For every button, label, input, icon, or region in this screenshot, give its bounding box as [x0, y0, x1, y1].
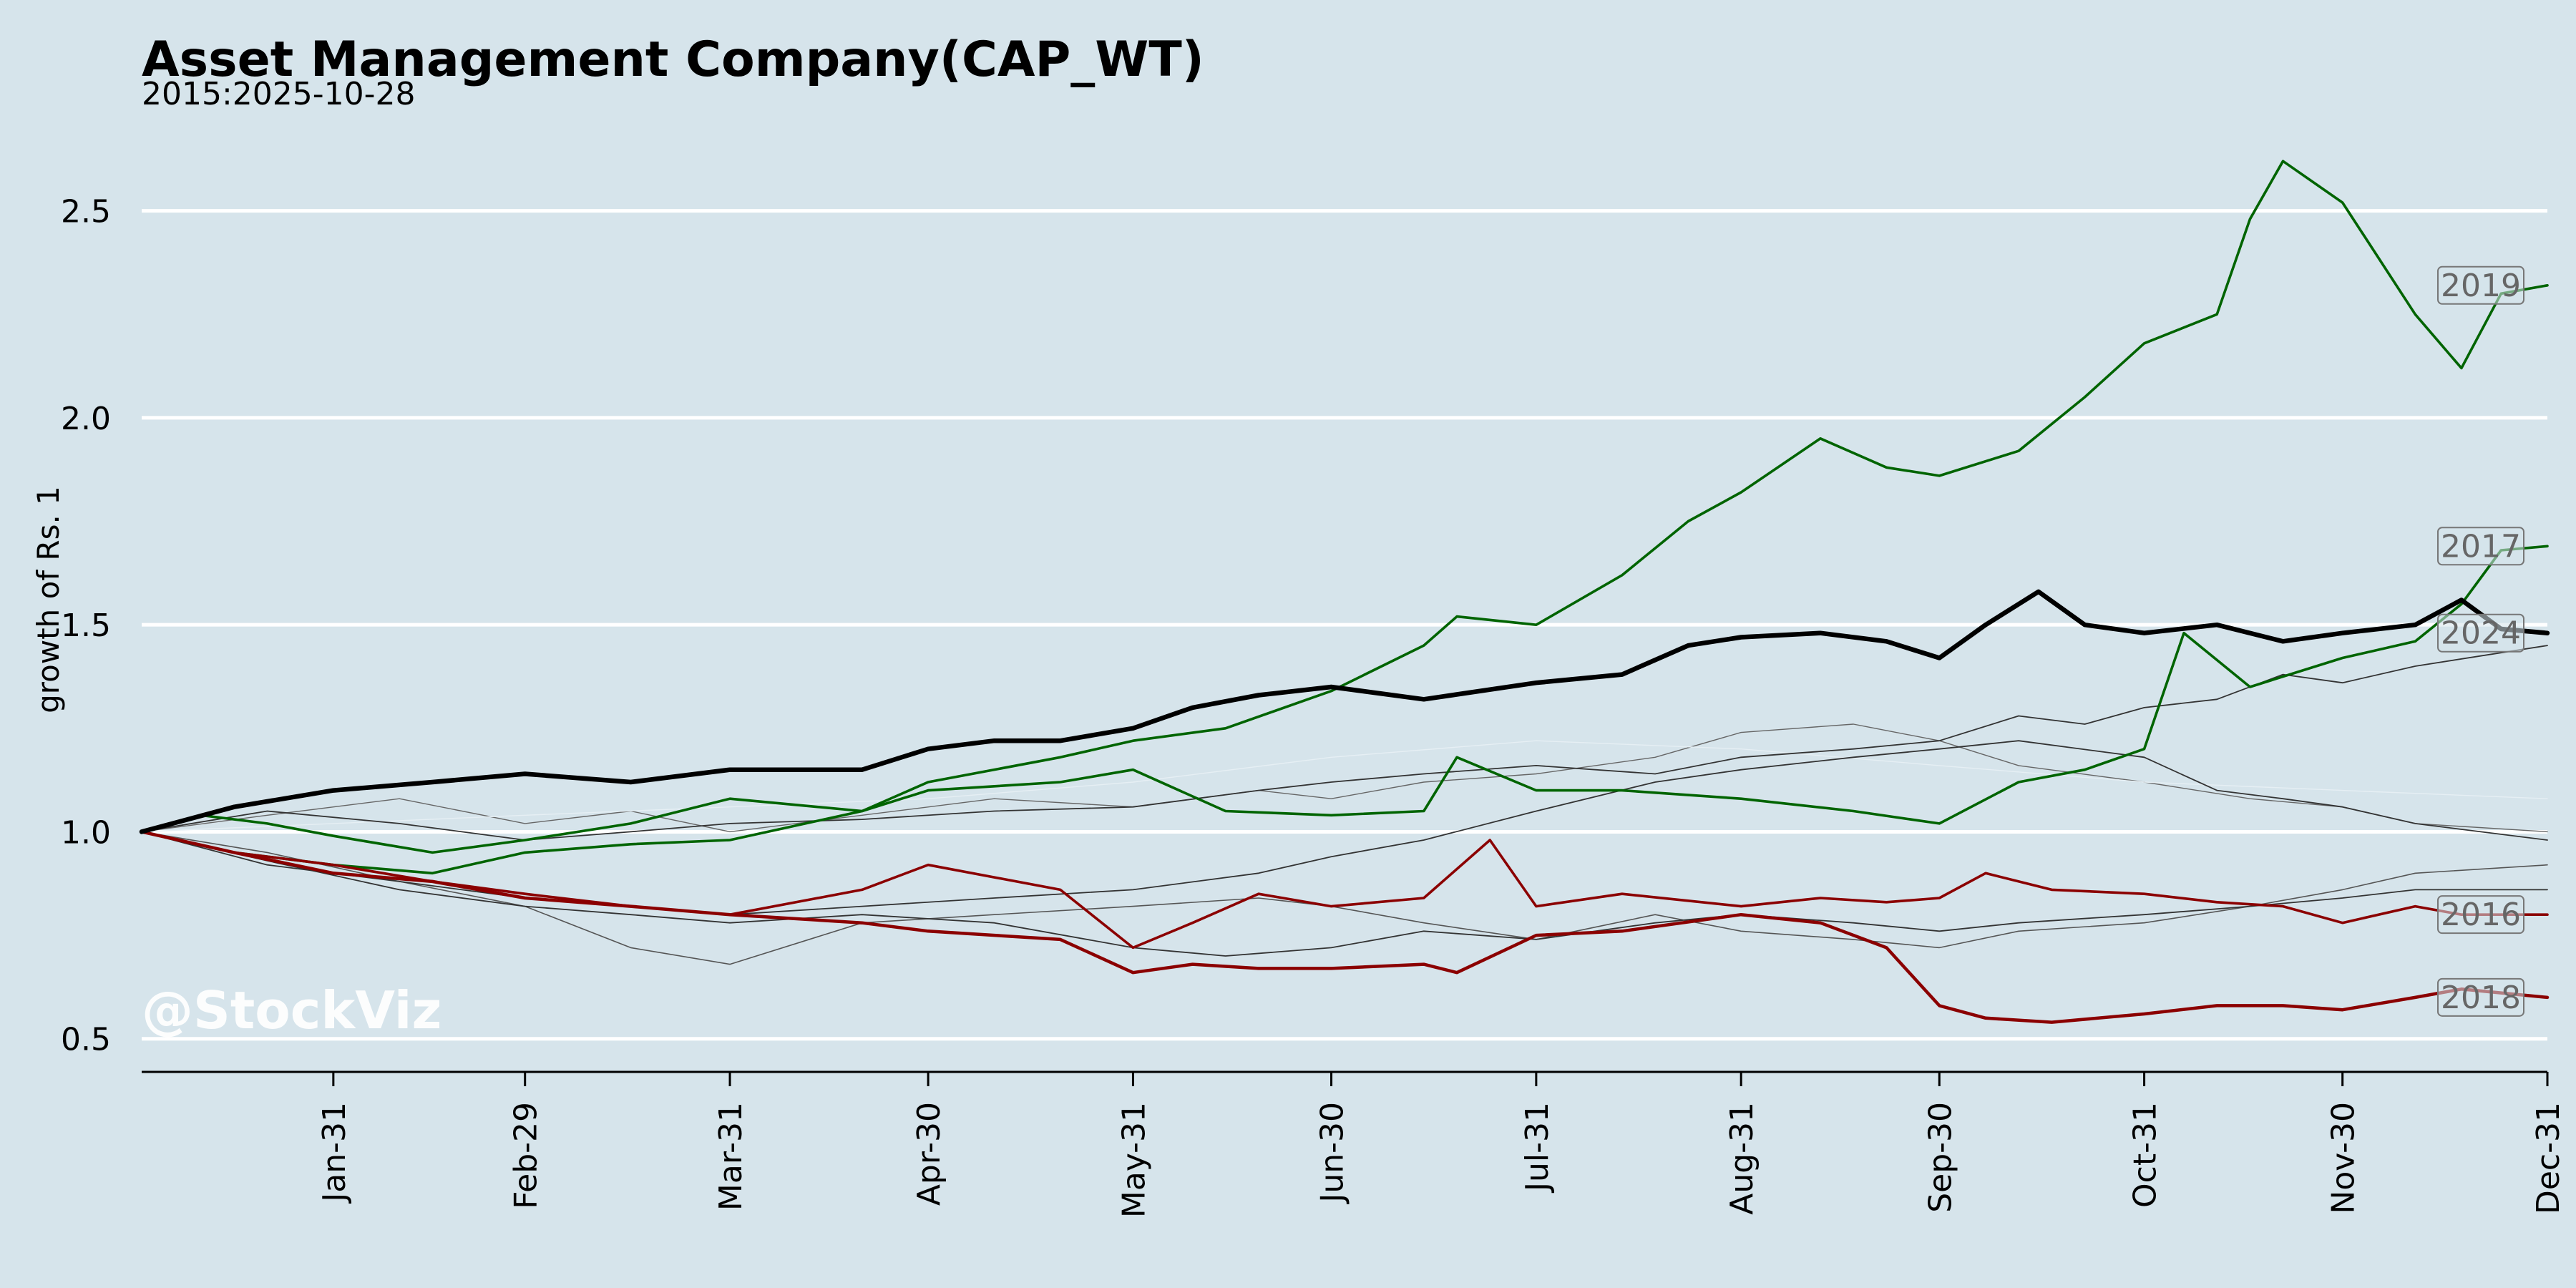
year-label-box — [2437, 613, 2524, 653]
series-line-2017 — [140, 545, 2549, 875]
x-tick-label: May-31 — [1116, 1102, 1152, 1218]
year-label-box — [2437, 265, 2524, 305]
x-tick-label: Dec-31 — [2530, 1102, 2567, 1214]
series-line — [141, 645, 2548, 841]
year-label-2024: 2024 — [2441, 615, 2521, 652]
year-label-box — [2437, 895, 2524, 935]
y-axis-label: growth of Rs. 1 — [31, 486, 66, 713]
series-line-2019 — [140, 160, 2549, 854]
series-line — [141, 740, 2548, 833]
gridlines — [142, 209, 2547, 1041]
watermark: @StockViz — [142, 980, 441, 1040]
x-tick-label: Aug-31 — [1724, 1102, 1760, 1215]
x-tick-label: Apr-30 — [911, 1102, 947, 1206]
chart-subtitle: 2015:2025-10-28 — [142, 76, 416, 112]
x-tick-label: Nov-30 — [2326, 1102, 2362, 1214]
x-tick-label: Oct-31 — [2127, 1102, 2164, 1208]
series-layer — [139, 160, 2550, 1024]
series-line — [141, 723, 2548, 833]
y-tick-label: 0.5 — [61, 1022, 111, 1058]
chart-title: Asset Management Company(CAP_WT) — [142, 31, 1204, 88]
y-tick-label: 1.5 — [61, 608, 111, 644]
y-tick-label: 2.5 — [61, 194, 111, 230]
x-tick-label: Mar-31 — [713, 1102, 749, 1211]
year-label-box — [2437, 527, 2524, 566]
x-tick-label: Jul-31 — [1519, 1102, 1556, 1194]
year-label-box — [2437, 977, 2524, 1017]
y-axis: 0.5 1.0 1.5 2.0 2.5 — [61, 194, 111, 1058]
series-line-2018 — [140, 830, 2550, 1024]
series-line-2024 — [139, 589, 2550, 834]
series-line — [141, 831, 2548, 957]
x-tick-label: Jan-31 — [316, 1102, 353, 1204]
year-label-2018: 2018 — [2441, 980, 2521, 1016]
y-tick-label: 2.0 — [61, 401, 111, 437]
year-label-2017: 2017 — [2441, 528, 2521, 565]
series-line — [141, 831, 2548, 965]
year-label-2019: 2019 — [2441, 268, 2521, 304]
y-tick-label: 1.0 — [61, 814, 111, 851]
x-tick-label: Jun-30 — [1314, 1102, 1351, 1205]
x-tick-label: Sep-30 — [1922, 1102, 1958, 1213]
year-labels: 2019 2017 2024 2016 2018 — [2437, 265, 2524, 1017]
x-tick-label: Feb-29 — [508, 1102, 545, 1209]
year-label-2016: 2016 — [2441, 897, 2521, 933]
x-axis: Jan-31 Feb-29 Mar-31 Apr-30 May-31 Jun-30 Jul-… — [142, 1070, 2567, 1218]
